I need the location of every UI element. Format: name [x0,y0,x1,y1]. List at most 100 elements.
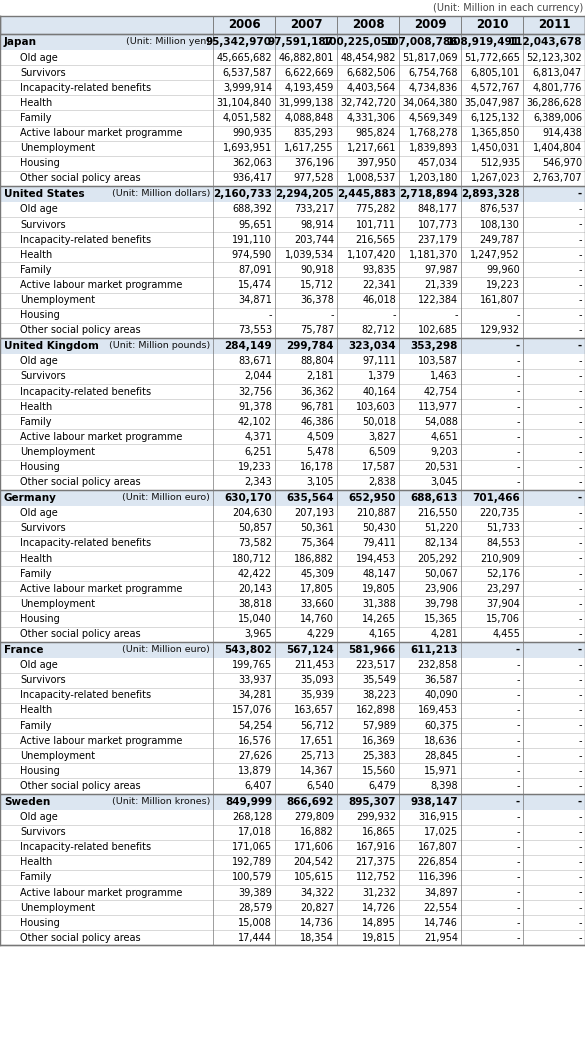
Text: 34,897: 34,897 [424,888,458,897]
Text: 299,784: 299,784 [287,341,334,351]
Text: Housing: Housing [20,918,60,928]
Text: Old age: Old age [20,356,58,366]
Text: 211,453: 211,453 [294,661,334,670]
Text: 237,179: 237,179 [418,235,458,245]
Text: 90,918: 90,918 [300,265,334,275]
Text: 210,909: 210,909 [480,554,520,563]
Text: Unemployment: Unemployment [20,143,95,153]
Text: -: - [579,310,582,320]
Text: 2010: 2010 [476,19,508,31]
Text: -: - [579,765,582,776]
Text: (Unit: Million euro): (Unit: Million euro) [122,493,210,503]
Text: 284,149: 284,149 [225,341,272,351]
Text: 3,999,914: 3,999,914 [223,83,272,93]
Text: 15,008: 15,008 [238,918,272,928]
Text: 1,365,850: 1,365,850 [470,128,520,138]
Bar [0,338,585,354]
Text: -: - [579,265,582,275]
Text: -: - [578,188,582,199]
Text: 2,763,707: 2,763,707 [532,174,582,183]
Bar [0,247,585,263]
Bar [0,597,585,611]
Text: 15,365: 15,365 [424,614,458,624]
Text: -: - [579,402,582,411]
Text: 167,807: 167,807 [418,842,458,852]
Text: 1,379: 1,379 [368,372,396,381]
Text: 207,193: 207,193 [294,508,334,518]
Text: -: - [516,797,520,806]
Text: 895,307: 895,307 [349,797,396,806]
Text: 6,682,506: 6,682,506 [347,68,396,77]
Text: 6,479: 6,479 [368,781,396,790]
Text: 203,744: 203,744 [294,235,334,245]
Text: 6,754,768: 6,754,768 [408,68,458,77]
Text: Old age: Old age [20,661,58,670]
Text: 216,565: 216,565 [356,235,396,245]
Text: 876,537: 876,537 [480,204,520,215]
Text: 362,063: 362,063 [232,158,272,169]
Text: -: - [516,645,520,654]
Text: 1,617,255: 1,617,255 [284,143,334,153]
Text: Family: Family [20,569,51,579]
Text: -: - [579,751,582,761]
Bar [0,688,585,703]
Text: 567,124: 567,124 [286,645,334,654]
Text: 129,932: 129,932 [480,326,520,335]
Text: -: - [517,903,520,913]
Text: 977,528: 977,528 [294,174,334,183]
Text: -: - [517,933,520,943]
Text: 9,203: 9,203 [430,447,458,456]
Text: -: - [579,781,582,790]
Text: -: - [517,736,520,745]
Text: -: - [517,310,520,320]
Text: Active labour market programme: Active labour market programme [20,736,183,745]
Text: Family: Family [20,265,51,275]
Text: 4,331,306: 4,331,306 [347,113,396,122]
Text: 210,887: 210,887 [356,508,396,518]
Text: United Kingdom: United Kingdom [4,341,99,351]
Text: 6,389,006: 6,389,006 [533,113,582,122]
Text: Germany: Germany [4,493,57,503]
Text: -: - [579,629,582,639]
Text: 353,298: 353,298 [411,341,458,351]
Text: Incapacity-related benefits: Incapacity-related benefits [20,83,151,93]
Text: 96,781: 96,781 [300,402,334,411]
Text: -: - [579,918,582,928]
Text: 204,542: 204,542 [294,857,334,867]
Text: -: - [455,310,458,320]
Text: 42,422: 42,422 [238,569,272,579]
Text: 73,553: 73,553 [238,326,272,335]
Text: 6,407: 6,407 [245,781,272,790]
Text: 122,384: 122,384 [418,295,458,305]
Text: 16,882: 16,882 [300,827,334,838]
Text: 73,582: 73,582 [238,538,272,549]
Text: 1,839,893: 1,839,893 [409,143,458,153]
Text: Family: Family [20,113,51,122]
Text: Incapacity-related benefits: Incapacity-related benefits [20,386,151,397]
Bar [0,794,585,809]
Text: 323,034: 323,034 [349,341,396,351]
Bar [0,186,585,202]
Text: 22,341: 22,341 [362,280,396,290]
Text: Sweden: Sweden [4,797,50,806]
Text: Other social policy areas: Other social policy areas [20,933,140,943]
Text: Active labour market programme: Active labour market programme [20,280,183,290]
Text: Other social policy areas: Other social policy areas [20,477,140,487]
Text: -: - [578,645,582,654]
Text: 6,813,047: 6,813,047 [533,68,582,77]
Text: 20,143: 20,143 [238,584,272,594]
Text: Other social policy areas: Other social policy areas [20,174,140,183]
Text: 37,904: 37,904 [486,599,520,609]
Text: 18,636: 18,636 [424,736,458,745]
Bar [0,171,585,186]
Text: 50,361: 50,361 [300,524,334,533]
Text: Old age: Old age [20,204,58,215]
Text: -: - [517,842,520,852]
Text: -: - [579,675,582,685]
Text: -: - [517,918,520,928]
Text: 3,105: 3,105 [307,477,334,487]
Text: 2,181: 2,181 [307,372,334,381]
Text: -: - [579,872,582,883]
Text: 57,989: 57,989 [362,720,396,731]
Text: -: - [579,903,582,913]
